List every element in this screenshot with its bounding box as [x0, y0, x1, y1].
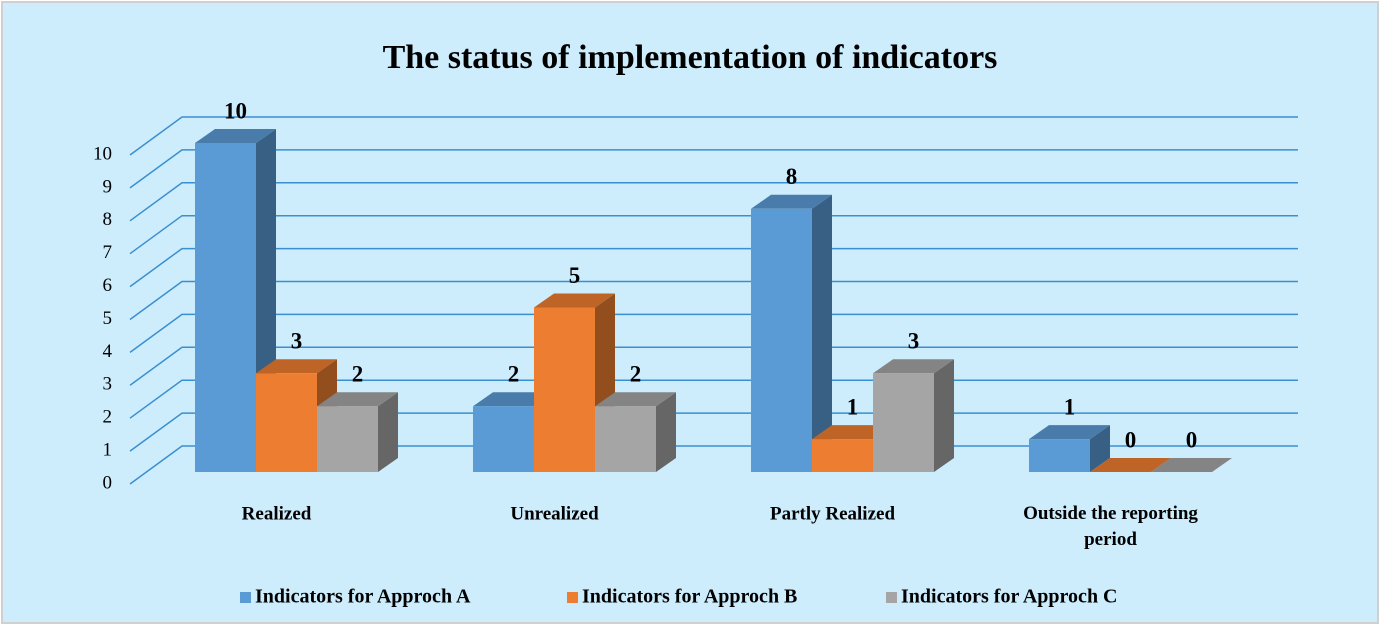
x-tick-label: Unrealized — [510, 503, 599, 524]
data-label: 3 — [291, 329, 303, 354]
bar-top — [595, 392, 676, 407]
y-tick-label: 7 — [103, 242, 113, 263]
data-label: 8 — [786, 164, 798, 189]
grid-line — [129, 116, 1298, 156]
y-tick-label: 5 — [103, 308, 113, 329]
bar-top — [534, 293, 615, 308]
bar-top — [812, 425, 893, 440]
data-label: 0 — [1186, 427, 1198, 452]
bar-side — [378, 392, 398, 472]
grid-line — [129, 182, 1298, 222]
bar-front — [473, 406, 534, 472]
legend-label: Indicators for Approch A — [255, 586, 471, 608]
y-tick-label: 3 — [103, 374, 113, 395]
data-label: 2 — [630, 361, 642, 386]
x-tick-label: Realized — [242, 503, 312, 524]
bar — [1151, 458, 1232, 472]
y-tick-label: 8 — [103, 209, 113, 230]
grid-line — [129, 313, 1298, 354]
bar-top — [751, 194, 832, 209]
bar — [1090, 458, 1171, 472]
grid-line — [129, 214, 1298, 255]
data-label: 5 — [569, 263, 581, 288]
bar-top — [195, 129, 276, 143]
data-label: 2 — [508, 361, 520, 386]
bar — [751, 194, 832, 473]
data-label: 1 — [847, 394, 859, 419]
y-tick-label: 10 — [93, 143, 112, 164]
bar-top — [873, 359, 954, 374]
bar — [1029, 425, 1110, 472]
bar-front — [873, 373, 934, 472]
bar-front — [317, 406, 378, 472]
legend-label: Indicators for Approch B — [582, 586, 797, 608]
bar — [873, 359, 954, 472]
bar-top — [473, 392, 554, 407]
legend-swatch — [886, 592, 897, 603]
legend-label: Indicators for Approch C — [901, 586, 1118, 608]
bar-side — [934, 359, 954, 472]
grid-line — [129, 280, 1298, 321]
legend-swatch — [567, 592, 578, 603]
bar-top — [1090, 458, 1171, 472]
y-tick-label: 2 — [103, 407, 113, 428]
bar — [317, 392, 398, 472]
x-tick-label: Partly Realized — [770, 503, 895, 524]
grid-line — [129, 247, 1298, 288]
bar-top — [1029, 425, 1110, 440]
bar-front — [812, 439, 873, 472]
bar-side — [656, 392, 676, 472]
grid-line — [129, 149, 1298, 189]
grid-line — [129, 346, 1298, 386]
bar-side — [1090, 425, 1110, 472]
data-label: 10 — [224, 98, 247, 123]
bar-front — [1029, 439, 1090, 472]
bar-side — [812, 194, 832, 473]
bar-front — [534, 307, 595, 472]
bar-top — [1151, 458, 1232, 472]
x-tick-label: Outside the reporting period — [1023, 503, 1198, 550]
y-tick-label: 9 — [103, 176, 113, 197]
y-tick-label: 6 — [103, 275, 113, 296]
y-tick-label: 1 — [103, 439, 113, 460]
bar-front — [256, 373, 317, 472]
legend-swatch — [240, 592, 251, 603]
y-tick-label: 4 — [103, 341, 113, 362]
bar-top — [256, 359, 337, 374]
chart-title: The status of implementation of indicato… — [383, 39, 998, 76]
bar-top — [317, 392, 398, 407]
data-label: 0 — [1125, 427, 1137, 452]
bar — [595, 392, 676, 472]
bar-front — [595, 406, 656, 472]
data-label: 1 — [1064, 394, 1076, 419]
y-tick-label: 0 — [103, 472, 113, 493]
data-label: 3 — [908, 329, 920, 354]
bar-front — [195, 143, 256, 472]
bar-front — [751, 208, 812, 473]
data-label: 2 — [352, 361, 364, 386]
